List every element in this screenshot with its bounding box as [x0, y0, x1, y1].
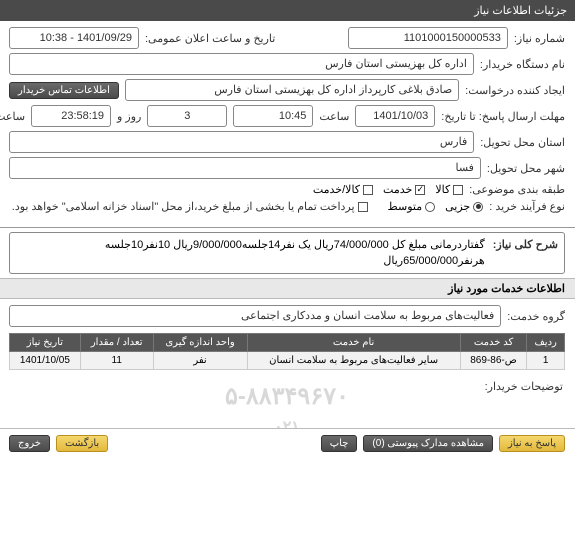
label-city: شهر محل تحویل: [488, 162, 566, 175]
col-unit: واحد اندازه گیری [154, 334, 248, 352]
divider [0, 227, 576, 228]
print-button[interactable]: چاپ [322, 435, 359, 452]
field-deadline-time: 10:45 [234, 105, 314, 127]
col-date: تاریخ نیاز [11, 334, 82, 352]
respond-button[interactable]: پاسخ به نیاز [500, 435, 566, 452]
col-qty: تعداد / مقدار [81, 334, 154, 352]
col-code: کد خدمت [461, 334, 528, 352]
table-header-row: ردیف کد خدمت نام خدمت واحد اندازه گیری ت… [11, 334, 566, 352]
check-label: کالا [436, 183, 451, 196]
contact-buyer-button[interactable]: اطلاعات تماس خریدار [10, 82, 120, 99]
label-requester: ایجاد کننده درخواست: [466, 84, 566, 97]
field-deadline-date: 1401/10/03 [356, 105, 436, 127]
form-section: شماره نیاز: 1101000150000533 تاریخ و ساع… [0, 21, 576, 223]
label-buyer-device: نام دستگاه خریدار: [481, 58, 566, 71]
col-row: ردیف [528, 334, 566, 352]
radio-label: جزیی [446, 200, 471, 213]
field-req-number: 1101000150000533 [349, 27, 509, 49]
field-city: فسا [10, 157, 482, 179]
row-buyer-device: نام دستگاه خریدار: اداره کل بهزیستی استا… [10, 53, 566, 75]
row-subject-cat: طبقه بندی موضوعی: کالا خدمت کالا/خدمت [10, 183, 566, 196]
label-subject-cat: طبقه بندی موضوعی: [470, 183, 566, 196]
label-req-number: شماره نیاز: [515, 32, 566, 45]
radio-jozi[interactable]: جزیی [446, 200, 484, 213]
label-service-group: گروه خدمت: [508, 310, 566, 323]
service-group-row: گروه خدمت: فعالیت‌های مربوط به سلامت انس… [0, 299, 576, 327]
cell-code: ص-86-869 [461, 352, 528, 370]
exit-button[interactable]: خروج [10, 435, 51, 452]
row-requester: ایجاد کننده درخواست: صادق بلاغی کارپرداز… [10, 79, 566, 101]
field-public-dt: 1401/09/29 - 10:38 [10, 27, 140, 49]
label-purchase: نوع فرآیند خرید : [490, 200, 566, 213]
check-kala[interactable]: کالا [436, 183, 464, 196]
label-public-dt: تاریخ و ساعت اعلان عمومی: [146, 32, 276, 45]
row-province: استان محل تحویل: فارس [10, 131, 566, 153]
general-desc-text: گفتاردرمانی مبلغ کل 74/000/000ریال یک نف… [17, 237, 486, 269]
payment-note: پرداخت تمام یا بخشی از مبلغ خرید،از محل … [13, 200, 356, 213]
cell-name: سایر فعالیت‌های مربوط به سلامت انسان [248, 352, 461, 370]
radio-icon [474, 202, 484, 212]
general-desc-box: شرح کلی نیاز: گفتاردرمانی مبلغ کل 74/000… [10, 232, 566, 274]
subject-cat-group: کالا خدمت کالا/خدمت [314, 183, 464, 196]
field-buyer-device: اداره کل بهزیستی استان فارس [10, 53, 475, 75]
cell-date: 1401/10/05 [11, 352, 82, 370]
label-time: ساعت [320, 110, 350, 123]
view-docs-button[interactable]: مشاهده مدارک پیوستی (0) [364, 435, 494, 452]
label-remaining: ساعت باقی مانده [0, 110, 26, 123]
services-title: اطلاعات خدمات مورد نیاز [0, 278, 576, 299]
header-bar: جزئیات اطلاعات نیاز [0, 0, 576, 21]
radio-label: متوسط [389, 200, 424, 213]
cell-unit: نفر [154, 352, 248, 370]
button-bar: پاسخ به نیاز مشاهده مدارک پیوستی (0) چاپ… [0, 428, 576, 458]
label-days: روز و [118, 110, 142, 123]
row-purchase-process: نوع فرآیند خرید : جزیی متوسط پرداخت تمام… [10, 200, 566, 213]
field-requester: صادق بلاغی کارپرداز اداره کل بهزیستی است… [126, 79, 460, 101]
label-deadline: مهلت ارسال پاسخ: تا تاریخ: [442, 110, 566, 123]
checkbox-icon [364, 185, 374, 195]
check-payment-note[interactable]: پرداخت تمام یا بخشی از مبلغ خرید،از محل … [13, 200, 369, 213]
checkbox-icon [416, 185, 426, 195]
label-buyer-notes: توضیحات خریدار: [486, 380, 564, 393]
check-label: کالا/خدمت [314, 183, 361, 196]
checkbox-icon [454, 185, 464, 195]
checkbox-icon [359, 202, 369, 212]
col-name: نام خدمت [248, 334, 461, 352]
row-deadline: مهلت ارسال پاسخ: تا تاریخ: 1401/10/03 سا… [10, 105, 566, 127]
field-days: 3 [148, 105, 228, 127]
row-req-number: شماره نیاز: 1101000150000533 تاریخ و ساع… [10, 27, 566, 49]
buyer-notes-area: توضیحات خریدار: ۵-۸۸۳۴۹۶۷۰ ۰۲۱ [0, 376, 576, 428]
table-row[interactable]: 1 ص-86-869 سایر فعالیت‌های مربوط به سلام… [11, 352, 566, 370]
row-city: شهر محل تحویل: فسا [10, 157, 566, 179]
back-button[interactable]: بازگشت [57, 435, 109, 452]
check-both[interactable]: کالا/خدمت [314, 183, 374, 196]
purchase-radio-group: جزیی متوسط [389, 200, 485, 213]
field-service-group: فعالیت‌های مربوط به سلامت انسان و مددکار… [10, 305, 502, 327]
radio-icon [426, 202, 436, 212]
field-remaining: 23:58:19 [32, 105, 112, 127]
services-table: ردیف کد خدمت نام خدمت واحد اندازه گیری ت… [10, 333, 566, 370]
cell-qty: 11 [81, 352, 154, 370]
label-general-desc: شرح کلی نیاز: [494, 237, 559, 253]
check-label: خدمت [384, 183, 413, 196]
radio-motevaset[interactable]: متوسط [389, 200, 437, 213]
label-province: استان محل تحویل: [481, 136, 566, 149]
header-title: جزئیات اطلاعات نیاز [475, 5, 568, 17]
cell-row: 1 [528, 352, 566, 370]
field-province: فارس [10, 131, 475, 153]
check-khedmat[interactable]: خدمت [384, 183, 426, 196]
